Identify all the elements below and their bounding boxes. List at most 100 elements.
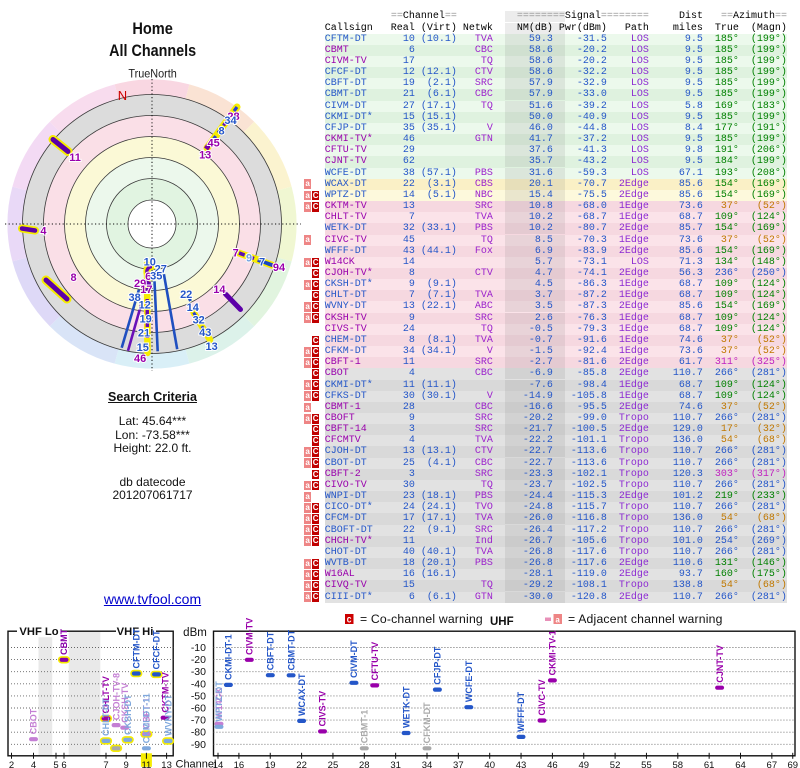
svg-text:CIVM-DT: CIVM-DT [349, 640, 359, 678]
svg-text:49: 49 [578, 760, 589, 768]
svg-text:CBOT: CBOT [29, 708, 39, 734]
svg-text:4: 4 [40, 226, 47, 238]
svg-text:-10: -10 [191, 642, 206, 654]
svg-text:CFTU-TV: CFTU-TV [370, 642, 380, 681]
svg-text:4: 4 [31, 760, 36, 768]
svg-text:25: 25 [328, 760, 339, 768]
svg-text:-20: -20 [191, 654, 206, 666]
svg-text:8: 8 [219, 126, 225, 138]
svg-text:CJNT-TV: CJNT-TV [715, 645, 725, 683]
svg-text:14: 14 [213, 284, 226, 296]
svg-text:CKMI-DT-11: CKMI-DT-11 [142, 693, 152, 743]
svg-text:9: 9 [124, 760, 129, 768]
svg-text:7: 7 [233, 248, 239, 260]
svg-text:37: 37 [453, 760, 464, 768]
svg-text:UHF: UHF [490, 616, 514, 628]
svg-text:11: 11 [69, 152, 81, 164]
svg-text:CHLT-TV: CHLT-TV [101, 676, 111, 713]
svg-text:CIVM-TV: CIVM-TV [245, 618, 255, 655]
svg-text:55: 55 [641, 760, 652, 768]
svg-text:12: 12 [139, 300, 151, 312]
svg-text:CKTM-TV: CKTM-TV [160, 672, 170, 713]
svg-text:16: 16 [234, 760, 245, 768]
svg-text:CHLT-DT: CHLT-DT [101, 698, 111, 736]
svg-text:CFKM-DT: CFKM-DT [422, 702, 432, 743]
svg-text:= Adjacent channel warning: = Adjacent channel warning [568, 612, 723, 626]
svg-text:CKMI-TV-1: CKMI-TV-1 [548, 630, 558, 675]
svg-text:31: 31 [390, 760, 401, 768]
svg-text:28: 28 [227, 111, 239, 123]
svg-text:28: 28 [359, 760, 370, 768]
svg-text:WPTZ-DT: WPTZ-DT [214, 681, 224, 722]
svg-text:CJOH-TV-8: CJOH-TV-8 [111, 673, 121, 720]
svg-text:CBMT-1: CBMT-1 [360, 710, 370, 744]
svg-text:58: 58 [673, 760, 684, 768]
svg-text:-60: -60 [191, 703, 206, 715]
svg-text:All Channels: All Channels [109, 41, 196, 60]
svg-text:69: 69 [787, 760, 798, 768]
svg-text:-70: -70 [191, 715, 206, 727]
svg-text:CFTM-DT: CFTM-DT [132, 628, 142, 668]
svg-text:9: 9 [246, 253, 252, 265]
svg-text:67: 67 [767, 760, 778, 768]
svg-text:22: 22 [296, 760, 307, 768]
svg-text:14: 14 [213, 760, 224, 768]
svg-text:43: 43 [516, 760, 527, 768]
svg-text:WCFE-DT: WCFE-DT [464, 660, 474, 702]
svg-text:14: 14 [187, 302, 200, 314]
svg-text:a: a [555, 617, 560, 626]
svg-text:40: 40 [484, 760, 495, 768]
svg-text:2: 2 [9, 760, 14, 768]
svg-text:35: 35 [150, 271, 162, 283]
svg-text:19: 19 [139, 314, 151, 326]
svg-text:52: 52 [610, 760, 621, 768]
svg-text:N: N [118, 88, 127, 103]
svg-text:-30: -30 [191, 666, 206, 678]
svg-text:CKMI-DT-1: CKMI-DT-1 [224, 634, 234, 680]
svg-text:43: 43 [199, 327, 211, 339]
svg-text:WETK-DT: WETK-DT [401, 686, 411, 728]
svg-text:WCAX-DT: WCAX-DT [297, 673, 307, 716]
svg-text:CBMT: CBMT [59, 628, 69, 654]
svg-text:VHF Hi: VHF Hi [117, 626, 154, 638]
svg-text:W14CK: W14CK [214, 687, 224, 719]
svg-text:6: 6 [145, 271, 151, 283]
svg-text:46: 46 [547, 760, 558, 768]
svg-text:CKSH-TV: CKSH-TV [120, 683, 130, 723]
svg-text:34: 34 [224, 115, 237, 127]
svg-text:-80: -80 [191, 727, 206, 739]
svg-text:29: 29 [134, 278, 146, 290]
svg-text:CFJP-DT: CFJP-DT [433, 646, 443, 685]
svg-text:VHF Lo: VHF Lo [19, 626, 58, 638]
svg-text:13: 13 [199, 150, 211, 162]
svg-text:13: 13 [161, 760, 172, 768]
svg-text:CFCF-DT: CFCF-DT [152, 630, 162, 669]
svg-text:22: 22 [180, 289, 192, 301]
svg-text:5: 5 [53, 760, 58, 768]
svg-text:-90: -90 [191, 739, 206, 751]
svg-text:7: 7 [259, 257, 265, 269]
svg-text:CKSH-DT: CKSH-DT [123, 694, 133, 735]
svg-text:46: 46 [134, 353, 146, 365]
svg-text:27: 27 [155, 264, 167, 276]
svg-text:CBFT-DT: CBFT-DT [265, 631, 275, 670]
svg-text:Home: Home [132, 19, 173, 38]
svg-text:21: 21 [138, 328, 150, 340]
svg-text:-40: -40 [191, 678, 206, 690]
svg-text:dBm: dBm [183, 627, 207, 639]
svg-text:8: 8 [71, 272, 77, 284]
svg-text:7: 7 [103, 760, 108, 768]
svg-text:94: 94 [273, 262, 286, 274]
svg-text:61: 61 [704, 760, 715, 768]
svg-text:CIVC-TV: CIVC-TV [537, 679, 547, 715]
svg-text:WFFF-DT: WFFF-DT [516, 691, 526, 731]
svg-text:64: 64 [735, 760, 746, 768]
svg-text:45: 45 [207, 137, 219, 149]
svg-text:C: C [347, 617, 352, 626]
svg-text:CBMT-DT: CBMT-DT [286, 629, 296, 670]
svg-text:= Co-channel warning: = Co-channel warning [360, 612, 483, 626]
svg-text:Channel: Channel [176, 758, 217, 768]
svg-text:CIVS-TV: CIVS-TV [318, 691, 328, 727]
svg-text:CBFT-1: CBFT-1 [142, 698, 152, 730]
svg-text:6: 6 [61, 760, 66, 768]
